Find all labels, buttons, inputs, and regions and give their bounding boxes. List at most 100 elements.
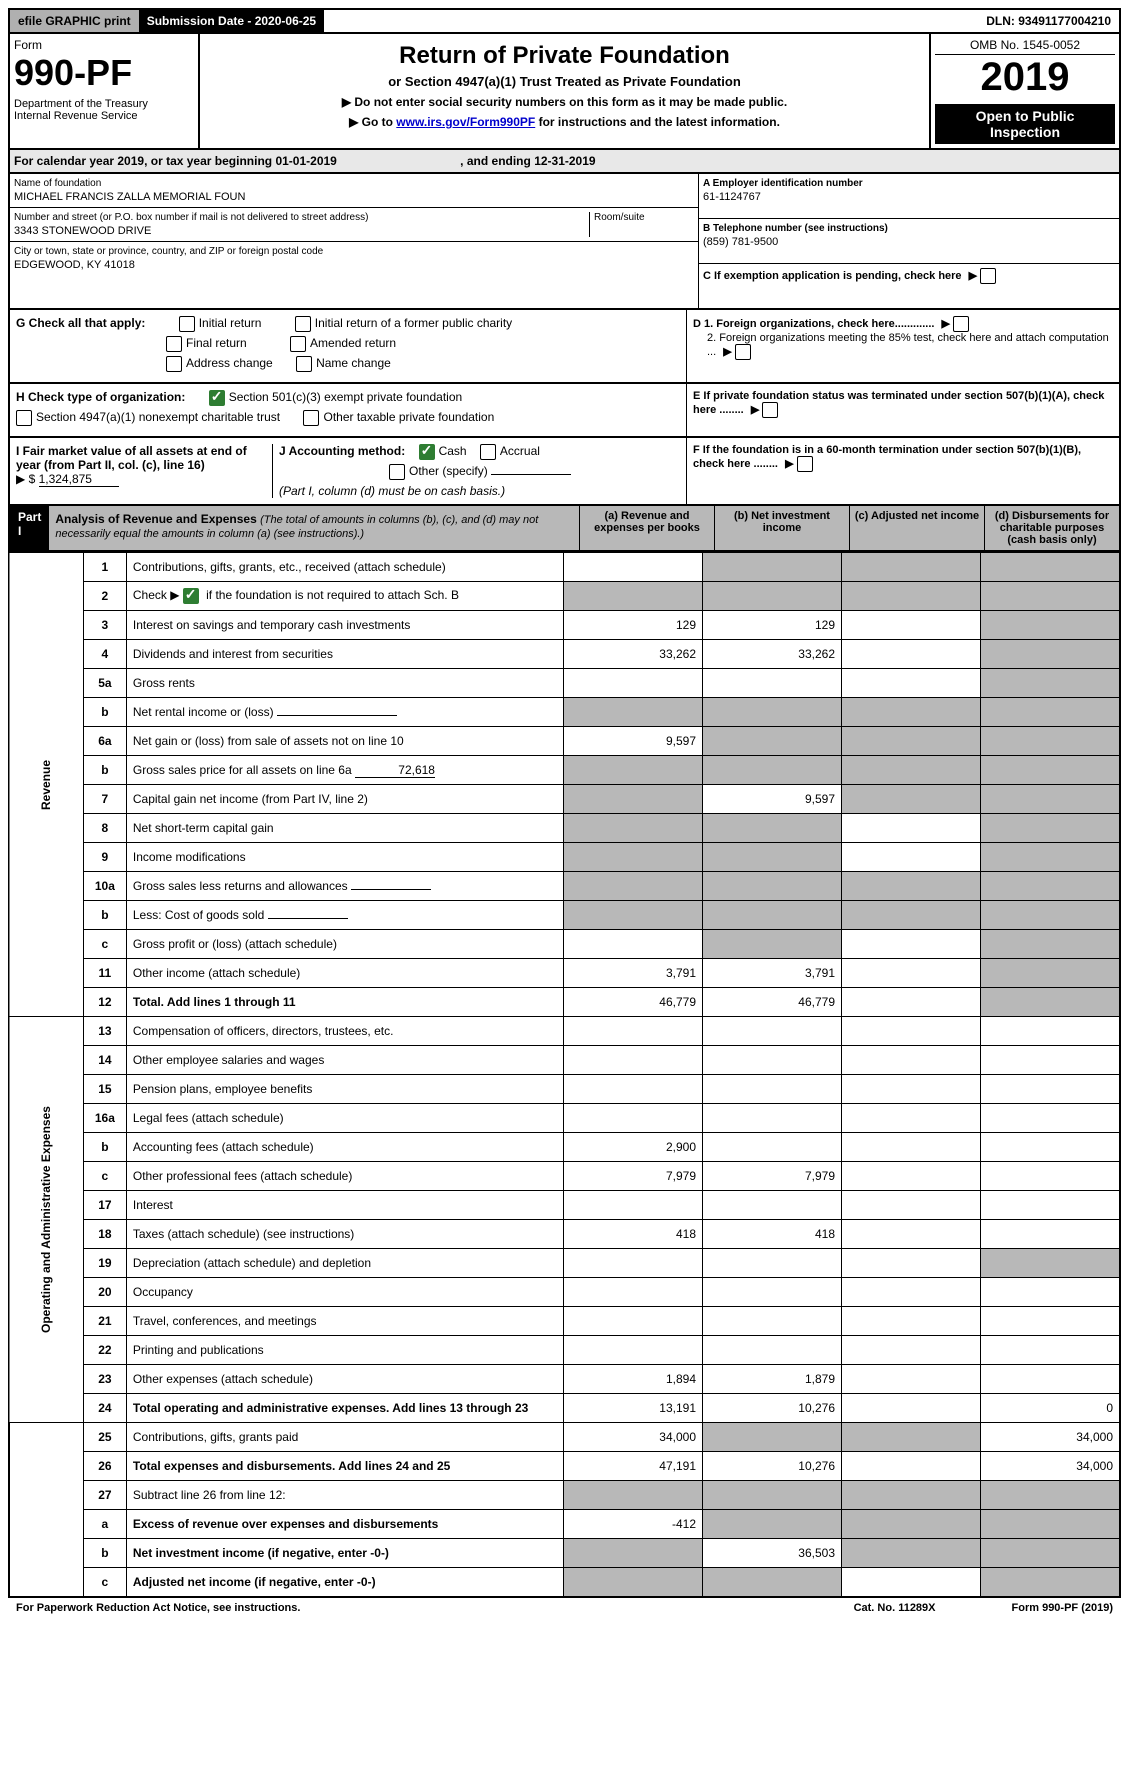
- amt-a: 34,000: [564, 1423, 703, 1452]
- table-row: aExcess of revenue over expenses and dis…: [9, 1510, 1120, 1539]
- table-row: 18Taxes (attach schedule) (see instructi…: [9, 1220, 1120, 1249]
- row-desc: Travel, conferences, and meetings: [126, 1307, 563, 1336]
- row-desc: Net rental income or (loss): [126, 698, 563, 727]
- row-num: 23: [83, 1365, 126, 1394]
- cal-end: 12-31-2019: [534, 154, 595, 168]
- ein-cell: A Employer identification number 61-1124…: [699, 174, 1119, 219]
- part1-header-row: Part I Analysis of Revenue and Expenses …: [8, 506, 1121, 552]
- s501-checkbox[interactable]: [209, 390, 225, 406]
- initial-return-checkbox[interactable]: [179, 316, 195, 332]
- row-num: 7: [83, 785, 126, 814]
- row-desc: Gross profit or (loss) (attach schedule): [126, 930, 563, 959]
- name-label: Name of foundation: [14, 178, 694, 189]
- schb-checkbox[interactable]: [183, 588, 199, 604]
- other-method-label: Other (specify): [409, 464, 488, 478]
- f-section: F If the foundation is in a 60-month ter…: [686, 438, 1119, 504]
- table-row: 26Total expenses and disbursements. Add …: [9, 1452, 1120, 1481]
- table-row: 22Printing and publications: [9, 1336, 1120, 1365]
- row-desc: Adjusted net income (if negative, enter …: [126, 1568, 563, 1598]
- cash-label: Cash: [439, 444, 467, 458]
- s4947-checkbox[interactable]: [16, 410, 32, 426]
- j-label: J Accounting method:: [279, 444, 405, 458]
- r2-post: if the foundation is not required to att…: [203, 588, 459, 602]
- row-num: 4: [83, 640, 126, 669]
- f-checkbox[interactable]: [797, 456, 813, 472]
- row-num: 15: [83, 1075, 126, 1104]
- e-checkbox[interactable]: [762, 402, 778, 418]
- row-desc: Depreciation (attach schedule) and deple…: [126, 1249, 563, 1278]
- table-row: 19Depreciation (attach schedule) and dep…: [9, 1249, 1120, 1278]
- cash-checkbox[interactable]: [419, 444, 435, 460]
- other-tax-checkbox[interactable]: [303, 410, 319, 426]
- name-change-label: Name change: [316, 356, 391, 370]
- row-num: 24: [83, 1394, 126, 1423]
- j-note: (Part I, column (d) must be on cash basi…: [279, 484, 680, 498]
- addr-change-checkbox[interactable]: [166, 356, 182, 372]
- row-desc: Total expenses and disbursements. Add li…: [126, 1452, 563, 1481]
- row-num: 16a: [83, 1104, 126, 1133]
- table-row: 14Other employee salaries and wages: [9, 1046, 1120, 1075]
- col-b-head: (b) Net investment income: [714, 506, 849, 550]
- d1-checkbox[interactable]: [953, 316, 969, 332]
- top-bar: efile GRAPHIC print Submission Date - 20…: [8, 8, 1121, 34]
- row-num: 11: [83, 959, 126, 988]
- row-desc: Gross sales price for all assets on line…: [126, 756, 563, 785]
- row-num: 27: [83, 1481, 126, 1510]
- arrow-icon: ▶: [942, 317, 950, 330]
- d-section: D 1. Foreign organizations, check here..…: [686, 310, 1119, 382]
- table-row: bGross sales price for all assets on lin…: [9, 756, 1120, 785]
- cal-mid: , and ending: [457, 154, 534, 168]
- amended-checkbox[interactable]: [290, 336, 306, 352]
- amt-a: 1,894: [564, 1365, 703, 1394]
- table-row: 7Capital gain net income (from Part IV, …: [9, 785, 1120, 814]
- table-row: 15Pension plans, employee benefits: [9, 1075, 1120, 1104]
- d1-label: D 1. Foreign organizations, check here..…: [693, 318, 934, 330]
- c-checkbox[interactable]: [980, 268, 996, 284]
- row-num: 21: [83, 1307, 126, 1336]
- amt-b: 418: [703, 1220, 842, 1249]
- table-row: Operating and Administrative Expenses 13…: [9, 1017, 1120, 1046]
- h-section: H Check type of organization: Section 50…: [10, 384, 686, 436]
- amt-d: 34,000: [981, 1423, 1121, 1452]
- row-num: 14: [83, 1046, 126, 1075]
- omb-number: OMB No. 1545-0052: [935, 38, 1115, 55]
- final-return-checkbox[interactable]: [166, 336, 182, 352]
- footer-right: Form 990-PF (2019): [1004, 1598, 1121, 1618]
- r10b-text: Less: Cost of goods sold: [133, 908, 264, 922]
- row-num: 22: [83, 1336, 126, 1365]
- amt-b: 10,276: [703, 1394, 842, 1423]
- accrual-checkbox[interactable]: [480, 444, 496, 460]
- expenses-side-label: Operating and Administrative Expenses: [9, 1017, 83, 1423]
- initial-former-checkbox[interactable]: [295, 316, 311, 332]
- row-desc: Compensation of officers, directors, tru…: [126, 1017, 563, 1046]
- table-row: 21Travel, conferences, and meetings: [9, 1307, 1120, 1336]
- row-desc: Check ▶ if the foundation is not require…: [126, 582, 563, 611]
- e-section: E If private foundation status was termi…: [686, 384, 1119, 436]
- name-change-checkbox[interactable]: [296, 356, 312, 372]
- row-desc: Gross sales less returns and allowances: [126, 872, 563, 901]
- table-row: 16aLegal fees (attach schedule): [9, 1104, 1120, 1133]
- city-cell: City or town, state or province, country…: [10, 242, 698, 275]
- ein: 61-1124767: [703, 191, 1115, 203]
- row-desc: Subtract line 26 from line 12:: [126, 1481, 563, 1510]
- table-row: 3Interest on savings and temporary cash …: [9, 611, 1120, 640]
- row-desc: Pension plans, employee benefits: [126, 1075, 563, 1104]
- header-center: Return of Private Foundation or Section …: [200, 34, 929, 148]
- g-row: G Check all that apply: Initial return I…: [8, 310, 1121, 384]
- tax-year: 2019: [935, 55, 1115, 100]
- d2-checkbox[interactable]: [735, 344, 751, 360]
- dept: Department of the Treasury: [14, 98, 194, 110]
- row-desc: Accounting fees (attach schedule): [126, 1133, 563, 1162]
- row-desc: Taxes (attach schedule) (see instruction…: [126, 1220, 563, 1249]
- amt-a: 418: [564, 1220, 703, 1249]
- row-desc: Less: Cost of goods sold: [126, 901, 563, 930]
- footer-mid: Cat. No. 11289X: [846, 1598, 944, 1618]
- city-label: City or town, state or province, country…: [14, 246, 694, 257]
- row-num: 10a: [83, 872, 126, 901]
- table-row: bNet investment income (if negative, ent…: [9, 1539, 1120, 1568]
- table-row: 9Income modifications: [9, 843, 1120, 872]
- irs-link[interactable]: www.irs.gov/Form990PF: [396, 115, 535, 129]
- amt-b: 129: [703, 611, 842, 640]
- amended-label: Amended return: [310, 336, 396, 350]
- other-method-checkbox[interactable]: [389, 464, 405, 480]
